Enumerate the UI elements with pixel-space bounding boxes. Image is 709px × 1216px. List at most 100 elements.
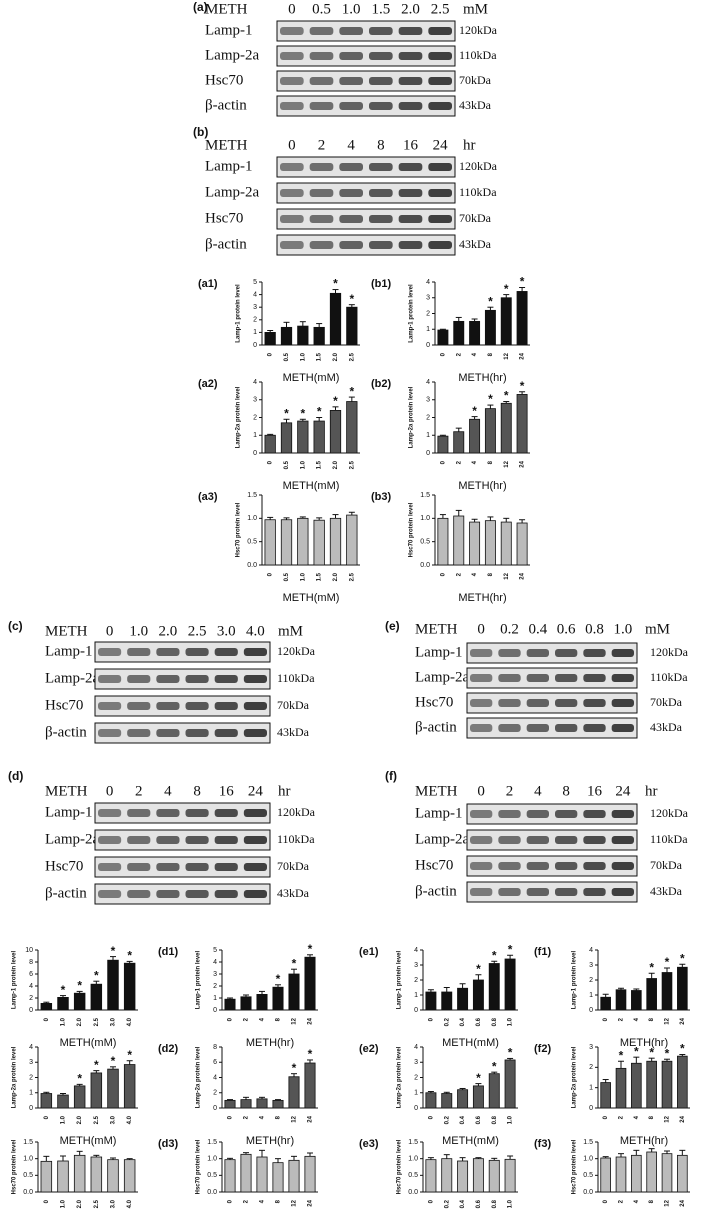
x-axis-title: METH(mM) (283, 372, 340, 384)
bar (677, 966, 688, 1011)
protein-name: β-actin (205, 236, 247, 252)
molecular-weight: 70kDa (650, 695, 683, 709)
blot-box (276, 70, 456, 92)
y-tick-label: 0.0 (408, 1189, 418, 1196)
x-axis-title: METH(mM) (60, 1135, 117, 1147)
bar (425, 1159, 437, 1193)
x-tick-label: 2.0 (77, 1115, 83, 1124)
blot-box (276, 234, 456, 256)
bar (272, 1162, 284, 1193)
y-tick-label: 6 (213, 1059, 217, 1066)
molecular-weight: 120kDa (459, 23, 498, 37)
blot-box (94, 641, 271, 663)
significance-star: * (634, 1044, 639, 1058)
band (583, 888, 606, 896)
y-tick-label: 1.0 (207, 1156, 217, 1163)
x-tick-label: 4 (260, 1017, 266, 1021)
x-tick-label: 2.5 (349, 352, 355, 361)
x-tick-label: 8 (488, 460, 494, 464)
y-tick-label: 1.5 (207, 1139, 217, 1146)
molecular-weight: 43kDa (277, 886, 310, 900)
band (555, 862, 578, 870)
band (526, 724, 549, 732)
blot-panel: (e) METH 0 0.2 0.4 0.6 0.8 1.0 mM Lamp-1 120kDa Lam… (385, 619, 689, 739)
x-tick-label: 4 (260, 1115, 266, 1119)
bar (224, 998, 236, 1011)
band (611, 888, 634, 896)
bar (73, 1154, 86, 1193)
y-tick-label: 0.5 (583, 1172, 593, 1179)
bar (600, 996, 611, 1011)
panel-label: (b1) (371, 278, 392, 290)
molecular-weight: 110kDa (459, 48, 497, 62)
protein-name: Hsc70 (415, 857, 453, 873)
band (98, 648, 122, 656)
dose-label: 16 (403, 137, 419, 153)
x-tick-label: 2.0 (333, 352, 339, 361)
y-tick-label: 1 (589, 1085, 593, 1092)
significance-star: * (77, 979, 82, 993)
significance-star: * (111, 1054, 116, 1068)
unit-label: mM (278, 623, 303, 639)
band (339, 77, 363, 85)
y-tick-label: 1.0 (247, 515, 257, 522)
dose-label: 0.6 (557, 621, 576, 637)
band (280, 215, 304, 223)
significance-star: * (300, 406, 305, 420)
y-tick-label: 4 (213, 959, 217, 966)
band (156, 863, 180, 871)
y-tick-label: 0 (414, 1105, 418, 1112)
band (243, 675, 267, 683)
band (611, 836, 634, 844)
x-tick-label: 0.5 (284, 460, 290, 469)
significance-star: * (127, 949, 132, 963)
bar (484, 408, 496, 454)
bar (288, 973, 300, 1011)
bar (453, 515, 465, 566)
band (611, 674, 634, 682)
band (214, 702, 238, 710)
band (339, 102, 363, 110)
x-axis-title: METH(hr) (246, 1037, 294, 1049)
y-tick-label: 4 (29, 1044, 33, 1051)
significance-star: * (111, 944, 116, 958)
significance-star: * (504, 282, 509, 296)
x-tick-label: 2 (244, 1115, 250, 1119)
significance-star: * (476, 1071, 481, 1085)
significance-star: * (520, 275, 525, 289)
band (428, 27, 452, 35)
x-tick-label: 0.4 (460, 1115, 466, 1124)
x-tick-label: 0 (428, 1017, 434, 1021)
y-tick-label: 2 (589, 1064, 593, 1071)
bar (288, 1076, 300, 1109)
band (369, 52, 393, 60)
bar (457, 1089, 469, 1109)
x-tick-label: 8 (649, 1199, 655, 1203)
band (98, 675, 122, 683)
dose-label: 24 (248, 783, 264, 799)
unit-label: mM (463, 1, 488, 17)
x-tick-label: 4.0 (127, 1115, 133, 1124)
significance-star: * (680, 1042, 685, 1056)
bar (264, 331, 276, 346)
band (583, 810, 606, 818)
molecular-weight: 120kDa (459, 159, 498, 173)
dose-label: 1.5 (371, 1, 390, 17)
panel-label: (d3) (158, 1138, 179, 1150)
band (398, 215, 423, 223)
x-tick-label: 0.6 (476, 1115, 482, 1124)
significance-star: * (333, 394, 338, 408)
band (555, 810, 578, 818)
blot-box (94, 722, 271, 744)
bar (329, 292, 342, 346)
band (428, 189, 452, 197)
treatment-label: METH (415, 783, 458, 799)
y-tick-label: 2 (253, 317, 257, 324)
y-tick-label: 5 (253, 279, 257, 286)
panel-label: (b2) (371, 378, 392, 390)
y-axis-title: Hsc70 protein level (397, 1139, 403, 1194)
y-tick-label: 2 (213, 1090, 217, 1097)
y-tick-label: 1.5 (408, 1139, 418, 1146)
